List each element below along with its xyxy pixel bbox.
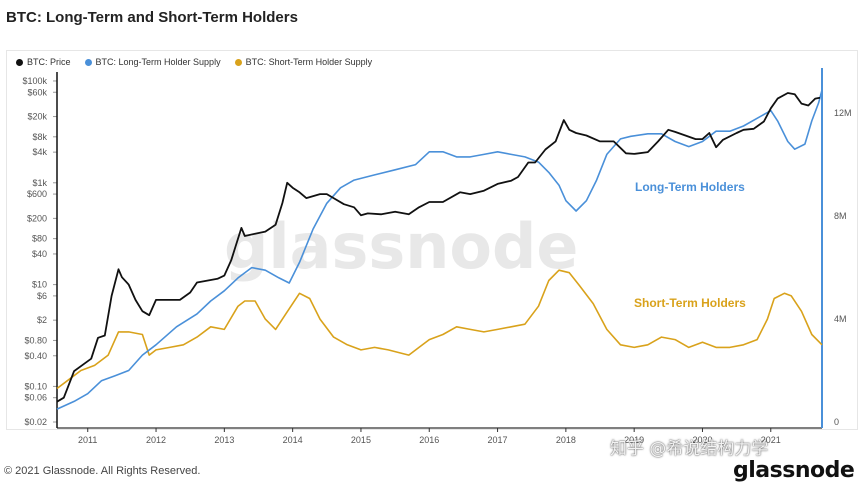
- chart-legend: BTC: Price BTC: Long-Term Holder Supply …: [16, 57, 372, 67]
- y-left-tick-label: $0.40: [24, 351, 47, 361]
- y-left-tick-label: $10: [32, 280, 47, 290]
- zhihu-watermark: 知乎 @希说结构力学: [610, 439, 769, 459]
- x-tick-label: 2016: [419, 435, 439, 445]
- y-left-tick-label: $6: [37, 291, 47, 301]
- legend-dot-lth: [84, 58, 92, 66]
- x-tick-label: 2015: [351, 435, 371, 445]
- y-left-tick-label: $600: [27, 189, 47, 199]
- y-left-tick-label: $20k: [27, 112, 47, 122]
- copyright-text: © 2021 Glassnode. All Rights Reserved.: [4, 465, 201, 477]
- y-left-tick-label: $60k: [27, 87, 47, 97]
- x-tick-label: 2019: [624, 435, 644, 445]
- x-tick-label: 2018: [556, 435, 576, 445]
- y-left-tick-label: $4k: [32, 147, 47, 157]
- x-tick-label: 2017: [488, 435, 508, 445]
- legend-dot-price: [16, 58, 23, 66]
- x-tick-label: 2012: [146, 435, 166, 445]
- legend-item-sth[interactable]: BTC: Short-Term Holder Supply: [234, 57, 373, 67]
- x-tick-label: 2014: [283, 435, 303, 445]
- x-tick-label: 2021: [761, 435, 781, 445]
- x-tick-label: 2013: [214, 435, 234, 445]
- legend-item-lth[interactable]: BTC: Long-Term Holder Supply: [84, 57, 221, 67]
- chart-watermark: glassnode: [224, 210, 578, 283]
- legend-dot-sth: [234, 58, 242, 66]
- legend-item-price[interactable]: BTC: Price: [16, 57, 71, 67]
- y-right-tick-label: 4M: [834, 314, 847, 324]
- glassnode-logo: glassnode: [733, 458, 855, 483]
- y-left-tick-label: $8k: [32, 132, 47, 142]
- legend-label-lth: BTC: Long-Term Holder Supply: [95, 57, 221, 67]
- x-tick-label: 2020: [692, 435, 712, 445]
- series-line-sth: [56, 269, 823, 390]
- series-line-price: [56, 92, 821, 403]
- chart-panel: [6, 50, 858, 430]
- legend-label-price: BTC: Price: [27, 57, 71, 67]
- y-left-tick-label: $0.80: [24, 335, 47, 345]
- x-tick-label: 2011: [78, 435, 97, 445]
- series-line-lth: [56, 89, 823, 410]
- y-left-tick-label: $1k: [32, 178, 47, 188]
- y-left-tick-label: $40: [32, 249, 47, 259]
- y-right-tick-label: 8M: [834, 211, 847, 221]
- y-left-tick-label: $0.10: [24, 381, 47, 391]
- annotation-long-term: Long-Term Holders: [635, 180, 745, 194]
- y-left-tick-label: $80: [32, 234, 47, 244]
- y-left-tick-label: $2: [37, 315, 47, 325]
- y-left-tick-label: $0.02: [24, 417, 47, 427]
- legend-label-sth: BTC: Short-Term Holder Supply: [245, 57, 373, 67]
- y-right-tick-label: 0: [834, 417, 839, 427]
- y-left-tick-label: $100k: [22, 76, 47, 86]
- y-left-tick-label: $0.06: [24, 393, 47, 403]
- annotation-short-term: Short-Term Holders: [634, 296, 746, 310]
- y-right-tick-label: 12M: [834, 108, 852, 118]
- page-title: BTC: Long-Term and Short-Term Holders: [6, 9, 298, 26]
- y-left-tick-label: $200: [27, 213, 47, 223]
